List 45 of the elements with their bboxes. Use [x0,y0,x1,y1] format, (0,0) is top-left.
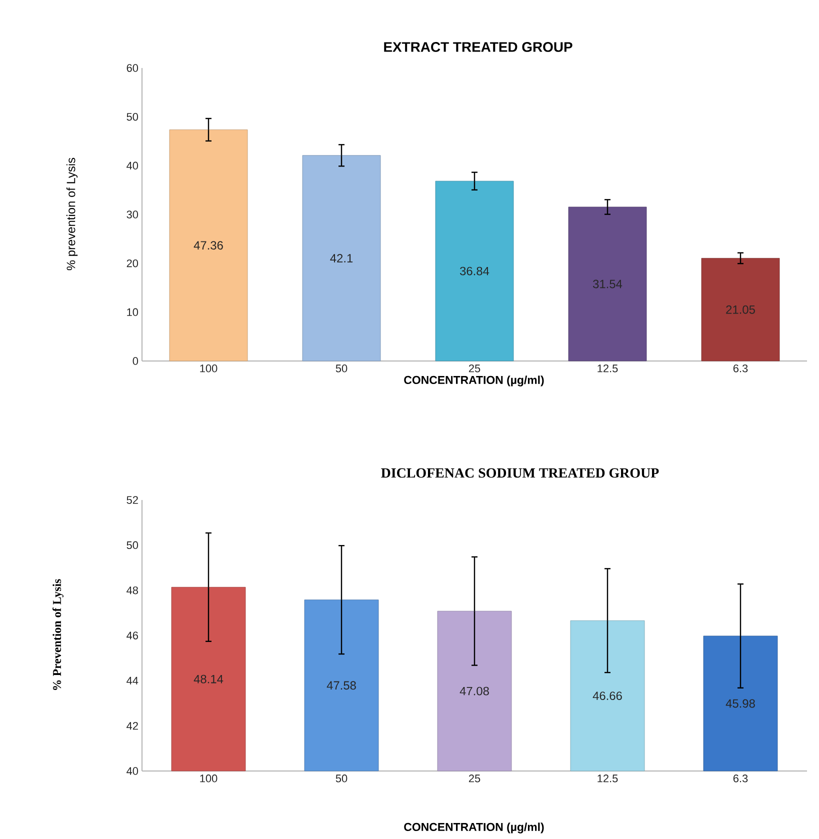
y-tick-label: 0 [132,357,138,365]
chart-title: EXTRACT TREATED GROUP [384,42,572,52]
x-tick-label: 25 [468,774,480,782]
y-tick-label: 46 [126,632,138,640]
data-label: 36.84 [460,266,490,276]
y-tick-label: 42 [126,722,138,730]
y-tick-label: 48 [126,586,138,594]
x-tick-label: 6.3 [733,364,748,372]
x-axis-title: CONCENTRATION (µg/ml) [404,376,544,386]
x-tick-label: 25 [468,364,480,372]
bar [302,155,381,362]
bar [435,180,514,362]
data-label: 31.54 [593,280,622,288]
y-tick-label: 40 [126,162,138,170]
y-tick-label: 50 [126,541,138,550]
y-axis-title: % prevention of Lysis [66,158,78,270]
y-tick-label: 10 [127,308,138,316]
data-label: 45.98 [726,699,755,708]
x-tick-label: 50 [336,774,348,782]
data-label: 42.1 [330,254,353,262]
chart-title: DICLOFENAC SODIUM TREATED GROUP [381,468,659,478]
data-label: 47.36 [194,241,223,250]
data-label: 48.14 [194,674,224,684]
data-label: 46.66 [592,692,622,700]
y-tick-label: 20 [126,259,138,268]
y-axis-title: % Prevention of Lysis [52,579,64,690]
y-tick-label: 44 [126,676,138,684]
data-label: 21.05 [726,305,755,314]
bar [568,206,647,362]
x-tick-label: 6.3 [733,774,748,782]
bar [169,130,248,362]
y-tick-label: 50 [126,112,138,121]
y-tick-label: 60 [126,64,138,72]
x-tick-label: 100 [200,364,218,372]
y-tick-label: 52 [126,496,138,504]
bar [701,258,780,362]
y-tick-label: 30 [126,210,138,218]
x-tick-label: 50 [336,364,348,372]
x-tick-label: 12.5 [598,774,618,782]
data-label: 47.58 [326,681,356,690]
x-axis-title: CONCENTRATION (µg/ml) [404,822,544,834]
data-label: 47.08 [460,686,489,696]
x-tick-label: 12.5 [598,364,618,372]
y-tick-label: 40 [126,767,138,775]
x-tick-label: 100 [200,774,218,782]
